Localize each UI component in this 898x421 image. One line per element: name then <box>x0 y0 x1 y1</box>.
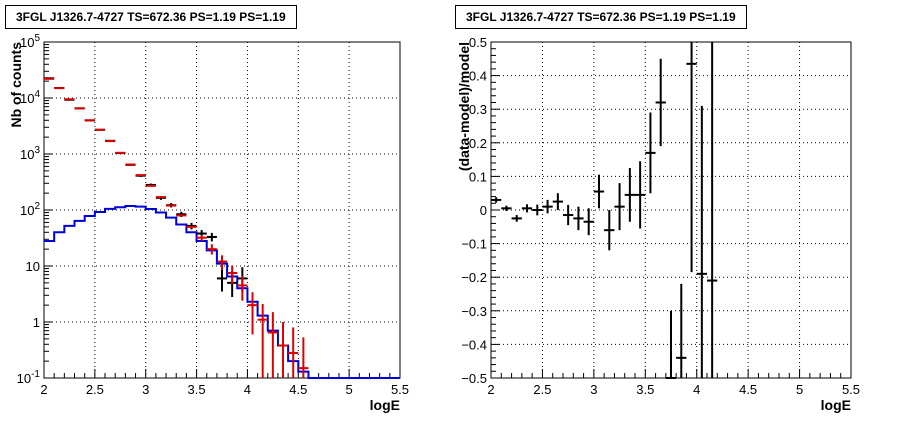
x-tick-label: 2.5 <box>86 382 104 397</box>
counts-spectrum-plot: 2 2.5 3 3.5 4 4.5 5 5.5 10-1 1 10 102 103 104 105 logE N… <box>8 33 409 413</box>
y-tick-label: 10 <box>26 259 40 274</box>
y-tick-label: −0.3 <box>461 304 487 319</box>
y-tick-label: 10-1 <box>17 369 41 386</box>
x-tick-label: 2 <box>40 382 47 397</box>
y-tick-label: −0.4 <box>461 337 487 352</box>
left-chart-title: 3FGL J1326.7-4727 TS=672.36 PS=1.19 PS=1… <box>5 5 297 29</box>
x-tick-label: 3 <box>590 382 597 397</box>
y-tick-label: 102 <box>20 201 40 218</box>
x-axis-label: logE <box>370 397 400 413</box>
x-tick-label: 2 <box>487 382 494 397</box>
x-tick-label: 3 <box>142 382 149 397</box>
counts-spectrum-pad: 3FGL J1326.7-4727 TS=672.36 PS=1.19 PS=1… <box>5 5 409 413</box>
y-axis-label: Nb of counts <box>8 42 24 128</box>
x-tick-label: 4 <box>693 382 700 397</box>
right-chart-title: 3FGL J1326.7-4727 TS=672.36 PS=1.19 PS=1… <box>455 5 747 29</box>
y-tick-label: 104 <box>20 89 40 106</box>
x-tick-label: 3.5 <box>636 382 654 397</box>
x-tick-label: 4.5 <box>739 382 757 397</box>
x-tick-label: 5 <box>346 382 353 397</box>
y-tick-label: 0.1 <box>469 169 487 184</box>
y-tick-label: −0.5 <box>461 371 487 386</box>
residuals-plot: 2 2.5 3 3.5 4 4.5 5 5.5 −0.5 −0.4 −0.3 −0.2 −0.1 0 0.1… <box>456 35 860 413</box>
component-histogram-line <box>44 204 400 379</box>
y-tick-label: 0.2 <box>469 136 487 151</box>
x-tick-label: 5.5 <box>391 382 409 397</box>
y-tick-label: 0.3 <box>469 102 487 117</box>
y-tick-label: 0.4 <box>469 69 487 84</box>
x-tick-label: 3.5 <box>188 382 206 397</box>
y-tick-label: −0.1 <box>461 237 487 252</box>
y-axis-label: (data-model)/model <box>456 42 472 171</box>
x-tick-label: 5.5 <box>842 382 860 397</box>
x-axis-label: logE <box>821 397 851 413</box>
y-tick-label: 103 <box>20 145 40 162</box>
y-tick-label: 105 <box>20 33 40 50</box>
plot-frame <box>43 41 401 379</box>
y-tick-label: 0.5 <box>469 35 487 50</box>
x-tick-label: 2.5 <box>533 382 551 397</box>
y-tick-label: 1 <box>33 315 40 330</box>
x-tick-label: 4 <box>244 382 251 397</box>
x-tick-label: 4.5 <box>289 382 307 397</box>
residuals-pad: 3FGL J1326.7-4727 TS=672.36 PS=1.19 PS=1… <box>449 0 898 421</box>
x-tick-label: 5 <box>796 382 803 397</box>
y-tick-label: −0.2 <box>461 270 487 285</box>
y-tick-label: 0 <box>480 203 487 218</box>
